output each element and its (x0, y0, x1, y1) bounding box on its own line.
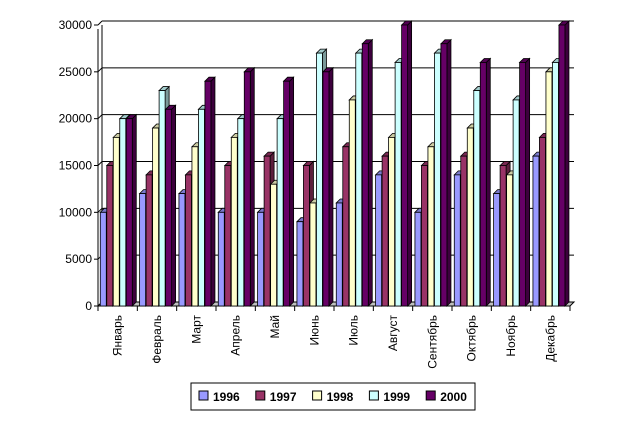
x-tick-label: Декабрь (543, 315, 557, 362)
gridline-depth (97, 20, 103, 26)
legend-swatch (312, 390, 323, 401)
gridline-depth (97, 67, 103, 73)
bar (479, 57, 492, 307)
legend-swatch (255, 390, 266, 401)
legend-swatch (198, 390, 209, 401)
bar (518, 57, 531, 307)
legend-label: 1997 (270, 390, 297, 404)
x-tick-label: Сентябрь (425, 315, 439, 369)
x-tick-label: Август (386, 315, 400, 352)
y-tick-label: 5000 (65, 252, 92, 266)
bar (400, 20, 413, 307)
x-tick-label: Январь (111, 315, 125, 356)
bars (99, 20, 570, 307)
legend-swatch (425, 390, 436, 401)
legend-swatch (368, 390, 379, 401)
y-tick-label: 0 (85, 299, 92, 313)
bar (282, 76, 295, 307)
bar (125, 113, 138, 307)
y-tick-label: 15000 (59, 159, 93, 173)
x-tick-label: Июль (347, 315, 361, 346)
y-tick-label: 10000 (59, 205, 93, 219)
gridline-depth (97, 207, 103, 213)
legend-label: 2000 (440, 390, 467, 404)
bar (439, 38, 452, 307)
x-tick-label: Июнь (307, 315, 321, 346)
gridline-depth (97, 161, 103, 166)
y-tick-label: 30000 (59, 18, 93, 32)
legend-label: 1996 (213, 390, 240, 404)
legend-label: 1999 (383, 390, 410, 404)
y-tick-label: 20000 (59, 112, 93, 126)
x-tick-label: Октябрь (465, 315, 479, 362)
legend-label: 1998 (327, 390, 354, 404)
y-tick-labels: 0 5000 10000 15000 20000 25000 30000 (59, 18, 93, 313)
bar (203, 76, 216, 307)
bar (243, 66, 256, 307)
x-tick-labels: Январь Февраль Март Апрель Май Июнь Июль Август… (111, 315, 558, 369)
x-tick-label: Февраль (150, 315, 164, 364)
x-tick-label: Май (268, 315, 282, 339)
x-tick-label: Апрель (229, 315, 243, 356)
bar (361, 38, 374, 307)
bar (557, 20, 570, 307)
y-tick-label: 25000 (59, 65, 93, 79)
bar (164, 104, 177, 307)
gridline-depth (97, 114, 103, 120)
bar (321, 66, 334, 307)
legend: 1996 1997 1998 1999 2000 (190, 382, 476, 411)
x-tick-label: Ноябрь (504, 315, 518, 357)
x-tick-label: Март (189, 315, 203, 344)
